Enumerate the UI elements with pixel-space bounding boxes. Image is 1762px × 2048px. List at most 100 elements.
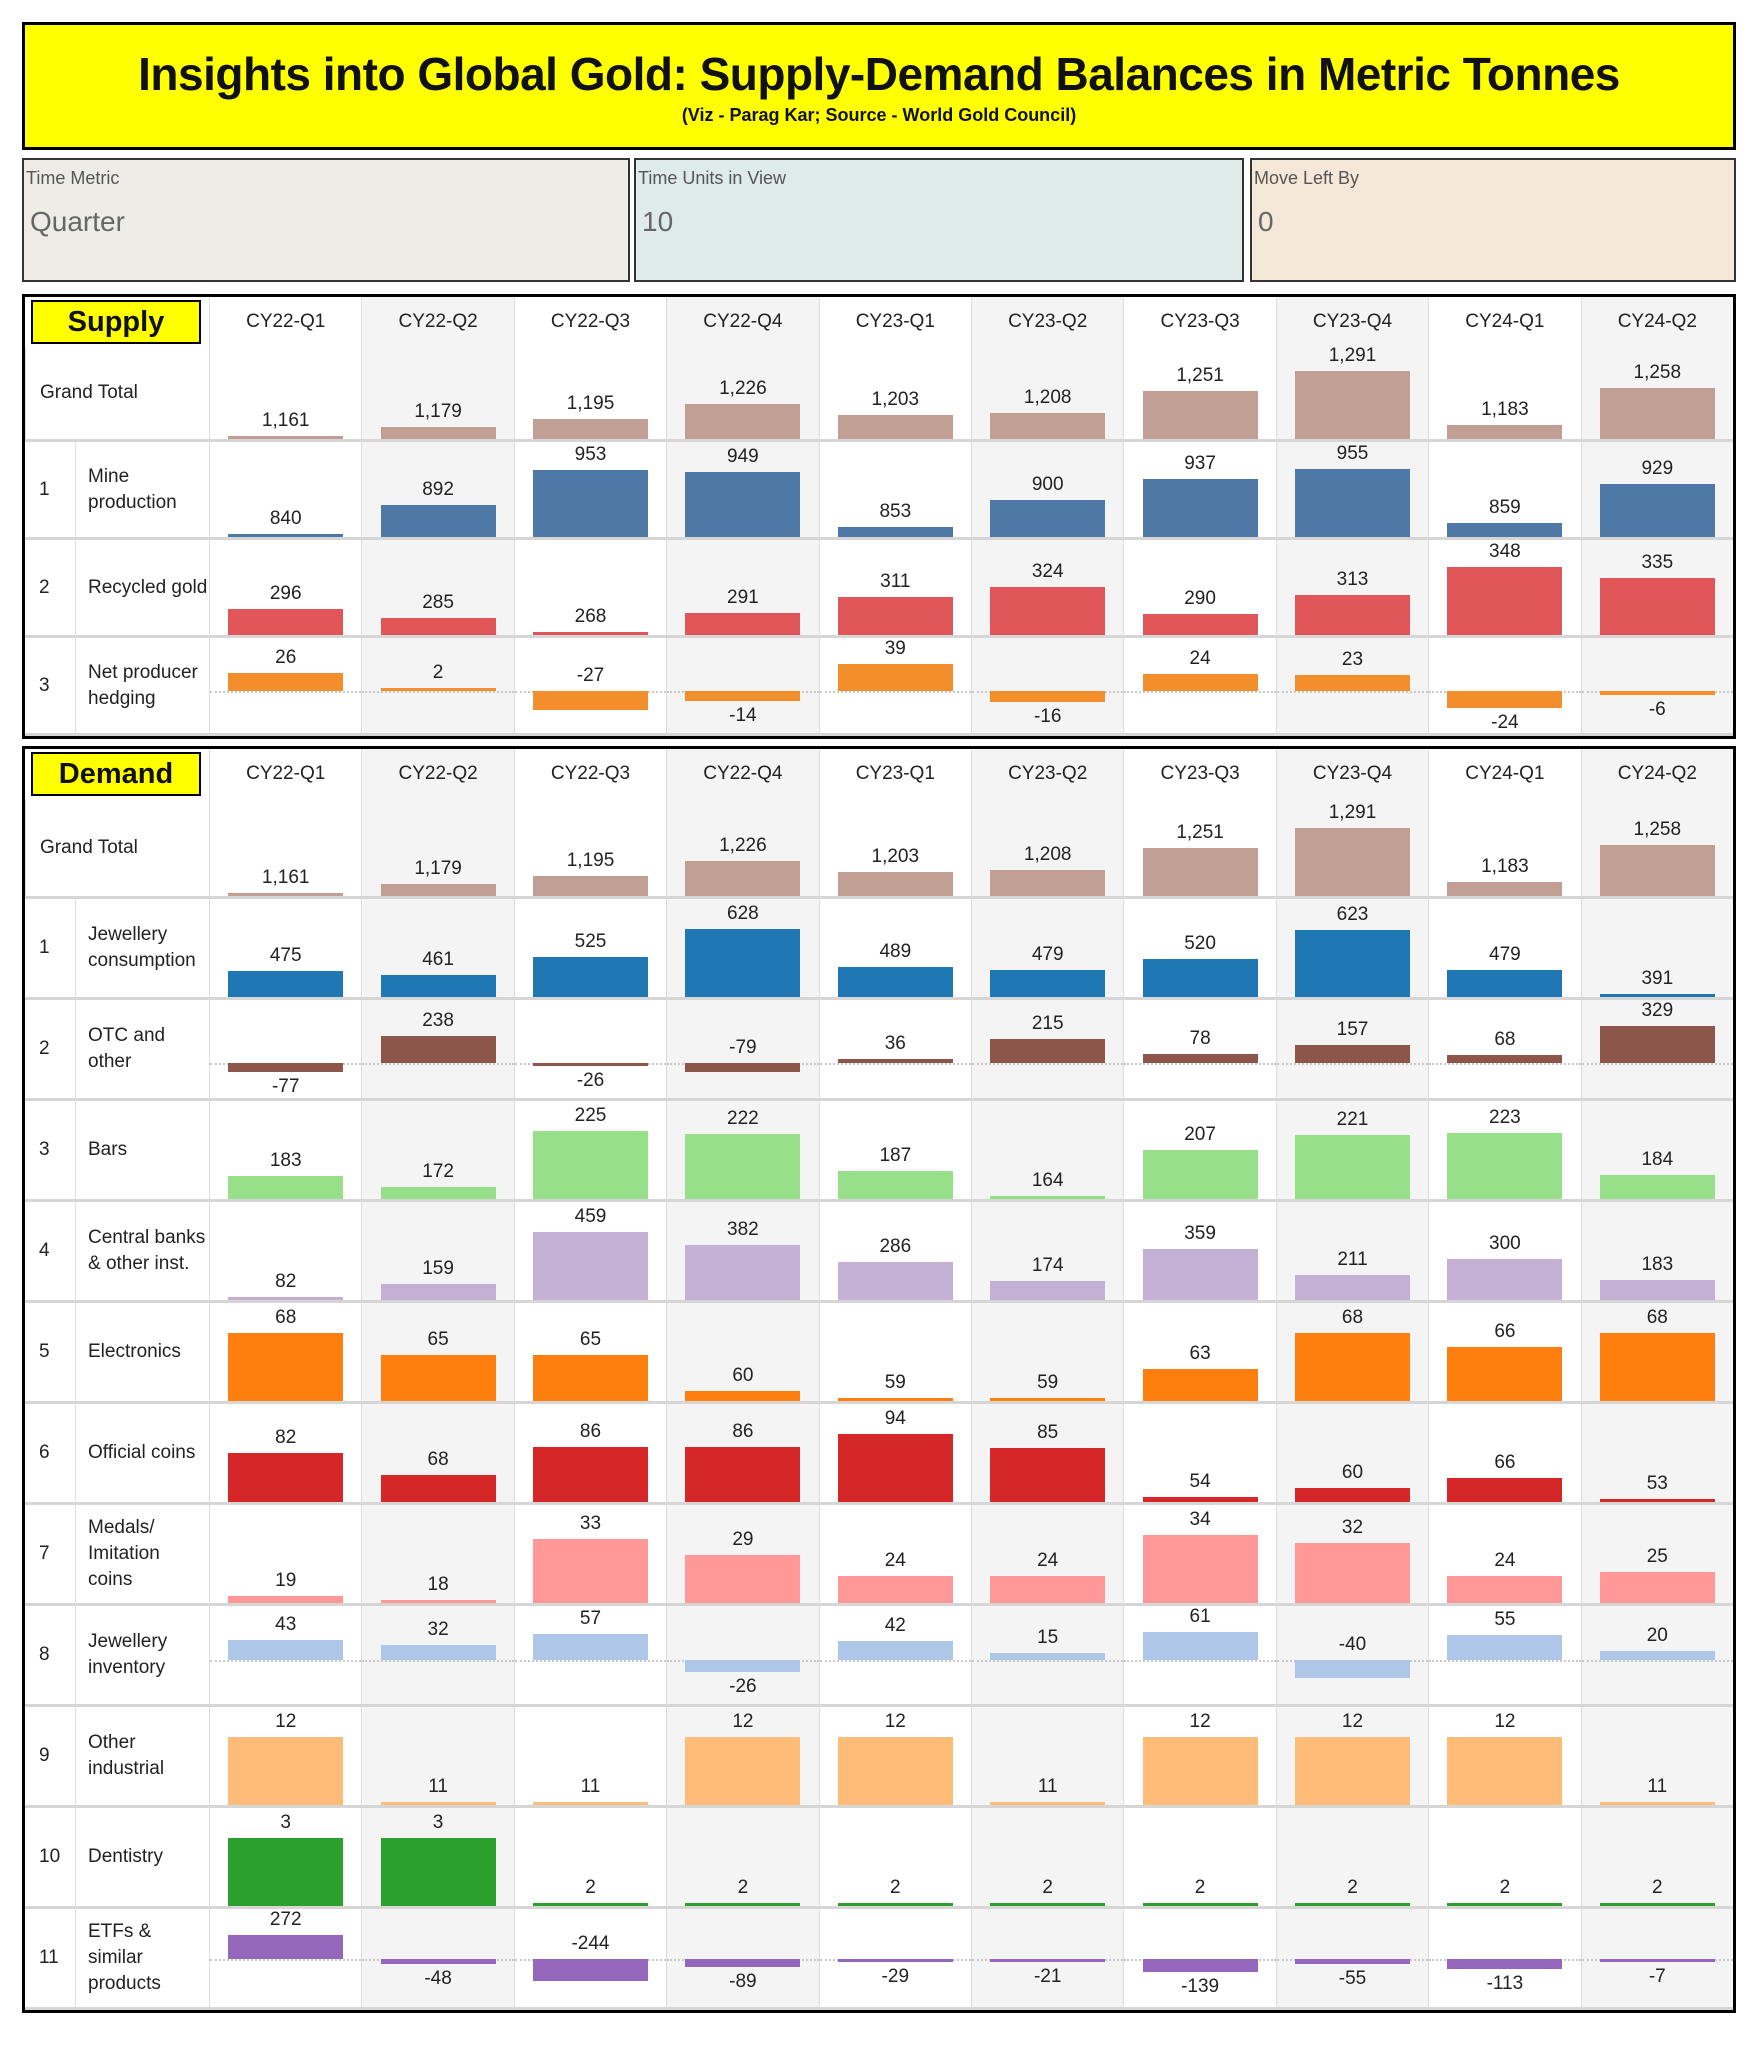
central-banks-other-inst-bar [532, 1232, 648, 1300]
otc-and-other-cell: 68 [1428, 1000, 1581, 1101]
official-coins-bar [1599, 1499, 1715, 1502]
demand-grand-total-value-label: 1,203 [871, 846, 920, 867]
mine-production-value-label: 900 [1031, 474, 1064, 496]
otc-and-other-bar [1447, 1055, 1563, 1064]
electronics-bar [990, 1398, 1106, 1401]
dentistry-bar [380, 1838, 496, 1906]
jewellery-inventory-cell: 43 [209, 1606, 362, 1707]
etfs-similar-products-value-label: -48 [424, 1967, 452, 1989]
central-banks-other-inst-value-label: 174 [1031, 1255, 1064, 1277]
medals-imitation-coins-cell: 25 [1580, 1505, 1733, 1606]
electronics-bar [532, 1354, 648, 1401]
official-coins-cell: 86 [666, 1404, 819, 1505]
row-number: 8 [25, 1606, 75, 1707]
otc-and-other-value-label: -26 [576, 1070, 605, 1092]
dentistry-bar [837, 1903, 953, 1906]
demand-grand-total-value-label: 1,258 [1633, 818, 1682, 840]
time-units-parameter[interactable]: Time Units in View 10 [634, 158, 1244, 282]
bars-cell: 207 [1123, 1101, 1276, 1202]
otc-and-other-bar [837, 1059, 953, 1064]
zero-line [971, 1063, 1124, 1066]
jewellery-inventory-cell: 32 [361, 1606, 514, 1707]
period-header: CY23-Q2 [970, 297, 1124, 347]
electronics-cell: 63 [1123, 1303, 1276, 1404]
move-left-parameter[interactable]: Move Left By 0 [1250, 158, 1736, 282]
jewellery-consumption-bar [685, 929, 801, 997]
row-label: Mine production [75, 442, 209, 540]
etfs-similar-products-cell: -55 [1275, 1909, 1429, 2010]
electronics-bar [1599, 1333, 1715, 1401]
net-producer-hedging-cell: 26 [209, 638, 362, 736]
central-banks-other-inst-cell: 174 [970, 1202, 1124, 1303]
demand-grand-total-cell: 1,203 [818, 799, 971, 899]
otc-and-other-cell: 78 [1123, 1000, 1276, 1101]
dentistry-value-label: 2 [890, 1877, 901, 1898]
recycled-gold-bar [532, 632, 648, 635]
other-industrial-cell: 12 [1123, 1707, 1276, 1808]
row-number: 6 [25, 1404, 75, 1505]
etfs-similar-products-cell: -48 [361, 1909, 514, 2010]
net-producer-hedging-cell: -6 [1580, 638, 1733, 736]
demand-grand-total-value-label: 1,179 [414, 858, 462, 879]
other-industrial-bar [685, 1737, 801, 1805]
etfs-similar-products-cell: -29 [818, 1909, 971, 2010]
other-industrial-cell: 11 [1580, 1707, 1733, 1808]
central-banks-other-inst-cell: 82 [209, 1202, 362, 1303]
bars-bar [532, 1131, 648, 1199]
electronics-cell: 68 [209, 1303, 362, 1404]
zero-line [1124, 1063, 1276, 1066]
move-left-value[interactable]: 0 [1258, 206, 1274, 237]
dentistry-value-label: 2 [585, 1877, 596, 1898]
medals-imitation-coins-cell: 24 [818, 1505, 971, 1606]
otc-and-other-bar [380, 1036, 496, 1064]
mine-production-cell: 853 [818, 442, 971, 540]
medals-imitation-coins-bar [380, 1600, 496, 1603]
demand-grand-total-cell: 1,251 [1123, 799, 1276, 899]
demand-grand-total-bar [1142, 848, 1258, 896]
etfs-similar-products-value-label: -89 [729, 1971, 757, 1993]
zero-line [819, 1063, 971, 1066]
other-industrial-cell: 12 [1428, 1707, 1581, 1808]
otc-and-other-value-label: -77 [271, 1075, 300, 1097]
medals-imitation-coins-cell: 24 [970, 1505, 1124, 1606]
central-banks-other-inst-value-label: 382 [727, 1219, 759, 1241]
supply-grand-total-bar [532, 419, 648, 439]
demand-grand-total-value-label: 1,208 [1023, 843, 1072, 865]
grand-total-label: Grand Total [25, 347, 209, 442]
mine-production-cell: 840 [209, 442, 362, 540]
recycled-gold-bar [380, 618, 496, 635]
electronics-value-label: 68 [1341, 1307, 1364, 1328]
demand-grand-total-cell: 1,291 [1275, 799, 1429, 899]
central-banks-other-inst-cell: 359 [1123, 1202, 1276, 1303]
zero-line [514, 1659, 667, 1662]
mine-production-bar [380, 504, 496, 537]
recycled-gold-cell: 268 [513, 540, 667, 638]
mine-production-value-label: 853 [879, 500, 912, 522]
electronics-bar [1294, 1333, 1410, 1401]
recycled-gold-value-label: 296 [269, 583, 302, 605]
recycled-gold-bar [990, 586, 1106, 635]
jewellery-inventory-bar [532, 1633, 648, 1660]
otc-and-other-cell: 157 [1275, 1000, 1429, 1101]
time-metric-parameter[interactable]: Time Metric Quarter [22, 158, 630, 282]
time-metric-value[interactable]: Quarter [30, 206, 125, 237]
jewellery-inventory-cell: 20 [1580, 1606, 1733, 1707]
recycled-gold-value-label: 313 [1336, 569, 1369, 591]
jewellery-consumption-cell: 461 [361, 899, 514, 1000]
bars-bar [228, 1175, 344, 1199]
dentistry-cell: 2 [1123, 1808, 1276, 1909]
recycled-gold-cell: 290 [1123, 540, 1276, 638]
period-header: CY23-Q3 [1123, 297, 1275, 347]
etfs-similar-products-cell: -89 [666, 1909, 819, 2010]
supply-grand-total-value-label: 1,291 [1328, 347, 1377, 366]
supply-grand-total-value-label: 1,195 [566, 393, 615, 414]
official-coins-bar [1142, 1497, 1258, 1502]
dentistry-bar [1142, 1903, 1258, 1906]
jewellery-consumption-bar [1447, 969, 1563, 997]
etfs-similar-products-cell: 272 [209, 1909, 362, 2010]
otc-and-other-bar [1142, 1054, 1258, 1064]
jewellery-consumption-bar [837, 967, 953, 997]
time-units-value[interactable]: 10 [642, 206, 674, 237]
recycled-gold-value-label: 311 [880, 571, 911, 593]
bars-cell: 172 [361, 1101, 514, 1202]
